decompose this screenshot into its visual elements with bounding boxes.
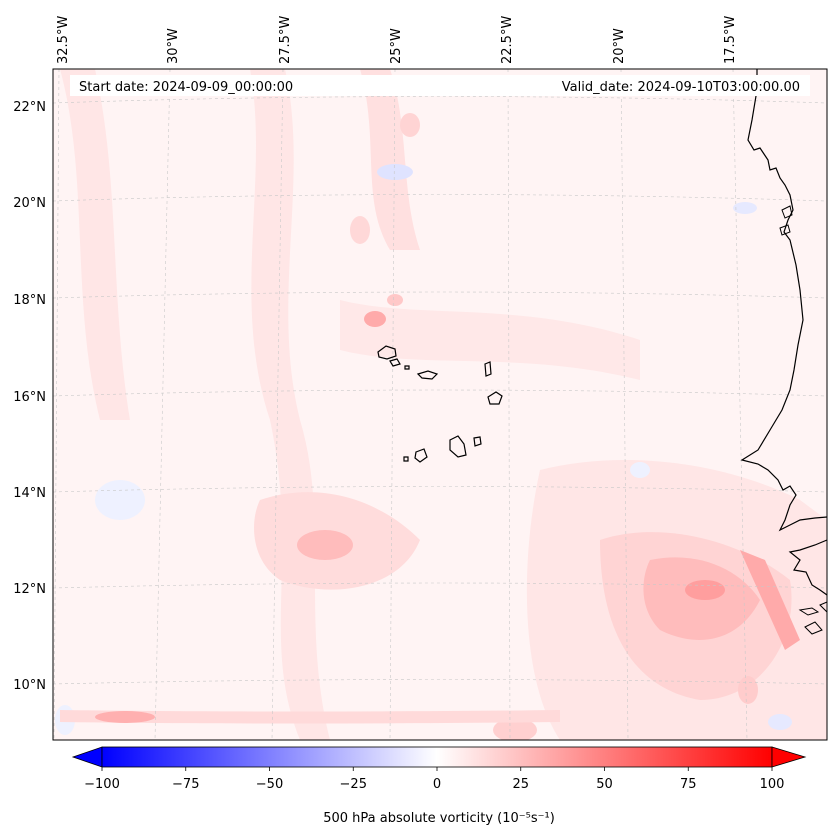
longitude-labels: 32.5°W 30°W 27.5°W 25°W 22.5°W 20°W 17.5…	[56, 16, 738, 64]
lat-label-20n: 20°N	[13, 196, 46, 211]
lat-label-14n: 14°N	[13, 486, 46, 501]
vorticity-band	[60, 69, 130, 420]
colorbar-tick-label: −25	[340, 777, 367, 792]
colorbar-gradient	[101, 746, 773, 768]
colorbar-tick-label: 100	[760, 777, 785, 792]
vorticity-core	[364, 311, 386, 327]
lat-label-22n: 22°N	[13, 100, 46, 115]
header-box	[70, 75, 810, 96]
colorbar-tick-label: 25	[512, 777, 529, 792]
vorticity-negative	[768, 714, 792, 730]
colorbar-tick-label: 75	[680, 777, 697, 792]
lon-label-17-5w: 17.5°W	[723, 16, 738, 64]
vorticity-band	[340, 300, 640, 380]
colorbar: −100 −75 −50 −25 0 25 50 75 100 500 hPa absolute…	[71, 746, 807, 826]
lon-label-22-5w: 22.5°W	[500, 16, 515, 64]
vorticity-field	[53, 69, 827, 740]
coastal-island	[779, 224, 791, 236]
vorticity-streak	[740, 550, 800, 650]
lon-label-20w: 20°W	[612, 28, 627, 64]
vorticity-core	[493, 718, 537, 740]
vorticity-core	[297, 530, 353, 560]
lon-label-30w: 30°W	[166, 28, 181, 64]
vorticity-core	[400, 113, 420, 137]
vorticity-band	[360, 69, 420, 250]
lon-label-25w: 25°W	[389, 28, 404, 64]
vorticity-streak	[60, 710, 560, 724]
start-date-label: Start date: 2024-09-09_00:00:00	[79, 80, 293, 95]
colorbar-tick-label: 0	[433, 777, 441, 792]
coastal-island	[781, 205, 793, 219]
coastal-island	[804, 621, 823, 635]
vorticity-core	[95, 711, 155, 723]
vorticity-negative	[95, 480, 145, 520]
colorbar-tick-label: −100	[84, 777, 120, 792]
map-panel: Start date: 2024-09-09_00:00:00 Valid_da…	[52, 68, 828, 741]
colorbar-tick-label: 50	[596, 777, 613, 792]
cape-verde-islands	[377, 345, 503, 463]
colorbar-low-extend	[71, 746, 103, 768]
colorbar-high-extend	[771, 746, 807, 768]
latitude-labels: 22°N 20°N 18°N 16°N 14°N 12°N 10°N	[13, 100, 46, 693]
colorbar-ticks: −100 −75 −50 −25 0 25 50 75 100	[84, 767, 784, 792]
vorticity-negative	[377, 164, 413, 180]
lat-label-10n: 10°N	[13, 678, 46, 693]
lat-label-12n: 12°N	[13, 582, 46, 597]
lon-label-27-5w: 27.5°W	[278, 16, 293, 64]
colorbar-tick-label: −75	[172, 777, 199, 792]
african-coastline	[788, 539, 828, 596]
vorticity-core	[738, 676, 758, 704]
lat-label-18n: 18°N	[13, 293, 46, 308]
vorticity-core	[685, 580, 725, 600]
map-frame	[52, 68, 828, 741]
colorbar-tick-label: −50	[256, 777, 283, 792]
lat-label-16n: 16°N	[13, 390, 46, 405]
colorbar-label: 500 hPa absolute vorticity (10⁻⁵s⁻¹)	[323, 811, 555, 826]
vorticity-negative	[733, 202, 757, 214]
valid-date-label: Valid_date: 2024-09-10T03:00:00.00	[562, 80, 800, 95]
lon-label-32-5w: 32.5°W	[56, 16, 71, 64]
coastal-island	[798, 607, 820, 616]
vorticity-core	[387, 294, 403, 306]
african-coastline	[740, 69, 828, 532]
vorticity-negative	[630, 462, 650, 478]
vorticity-core	[350, 216, 370, 244]
graticule	[52, 68, 828, 741]
